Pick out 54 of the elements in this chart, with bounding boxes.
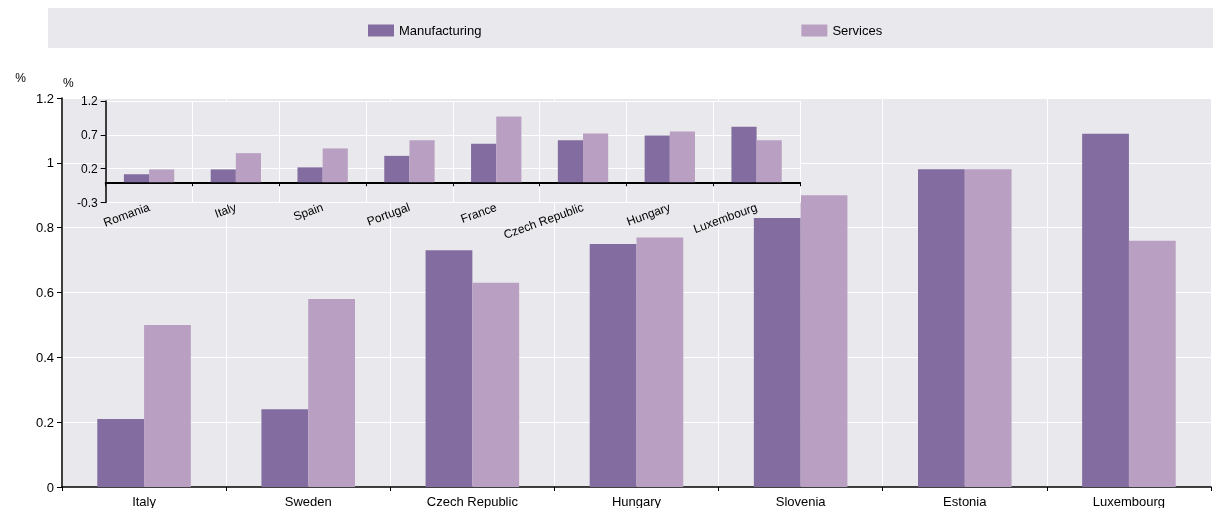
x-tick-label: Italy: [132, 494, 157, 509]
x-tick-label: Estonia: [943, 494, 988, 509]
legend-label: Manufacturing: [399, 23, 482, 38]
x-tick-label: Italy: [212, 200, 239, 221]
bar: [471, 143, 497, 183]
bar: [97, 418, 145, 487]
bar: [756, 140, 782, 183]
bar: [589, 243, 637, 487]
bar: [322, 148, 348, 183]
y-tick-label: 0.2: [80, 161, 98, 176]
y-tick-label: 1.2: [80, 94, 98, 108]
bar: [149, 169, 175, 183]
bar: [261, 409, 309, 487]
bar: [144, 324, 191, 487]
bar: [583, 133, 609, 183]
y-tick-label: 1.2: [35, 90, 54, 106]
x-tick-label: Spain: [291, 200, 326, 224]
x-tick-label: Slovenia: [775, 494, 827, 509]
y-axis-title: %: [15, 71, 27, 85]
bar: [297, 167, 323, 183]
bar: [557, 140, 584, 183]
bar: [308, 298, 355, 487]
y-tick-label: -0.3: [76, 195, 98, 210]
bar: [425, 250, 473, 487]
bar: [472, 282, 520, 487]
bar: [636, 237, 684, 487]
bar: [235, 153, 262, 183]
bar: [123, 174, 150, 183]
y-axis-title: %: [63, 76, 74, 90]
y-tick-label: 0.4: [35, 349, 54, 365]
y-tick-label: 0: [46, 479, 54, 495]
legend-label: Services: [832, 23, 883, 38]
bar: [210, 169, 236, 183]
x-tick-label: Luxembourg: [1092, 494, 1166, 509]
x-tick-label: Sweden: [284, 494, 332, 509]
bar: [1128, 240, 1176, 487]
bar: [409, 140, 435, 183]
bar: [384, 155, 410, 183]
bar: [964, 169, 1012, 487]
y-tick-label: 0.2: [35, 414, 54, 430]
x-tick-label: Czech Republic: [426, 494, 519, 509]
bar: [669, 131, 695, 183]
x-tick-label: Hungary: [611, 494, 662, 509]
bar: [644, 135, 670, 183]
bar: [918, 169, 965, 487]
y-tick-label: 0.7: [80, 127, 98, 142]
x-tick-label: France: [458, 199, 499, 226]
y-tick-label: 0.6: [35, 285, 54, 300]
bar: [1082, 133, 1129, 487]
bar: [496, 116, 522, 183]
bar: [800, 195, 848, 487]
y-tick-label: 0.8: [35, 220, 54, 236]
y-tick-label: 1: [46, 155, 54, 171]
bar: [731, 126, 757, 183]
